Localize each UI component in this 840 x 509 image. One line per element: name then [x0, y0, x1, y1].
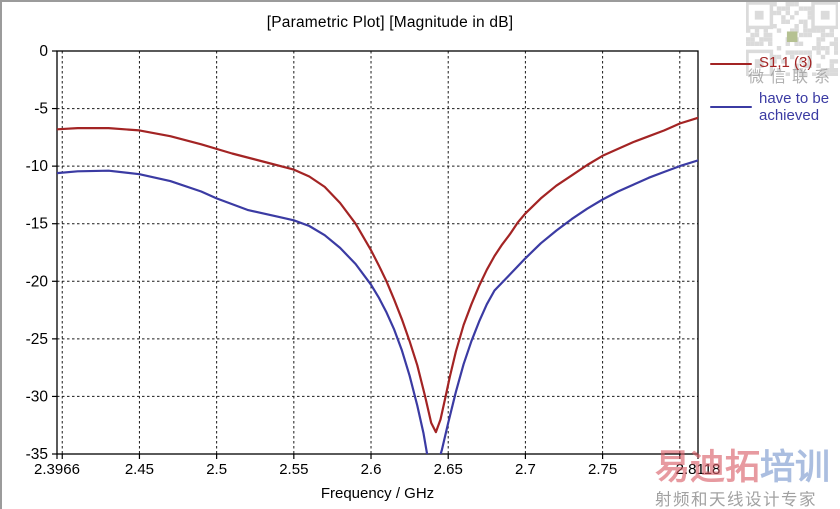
- x-tick-label: 2.45: [125, 461, 154, 478]
- legend-item-s11[interactable]: S1,1 (3): [706, 54, 840, 76]
- x-tick-label: 2.75: [588, 461, 617, 478]
- plot-border: [56, 50, 699, 455]
- y-tick-label: -35: [26, 446, 48, 463]
- series-curve-s11: [57, 116, 698, 434]
- chart-title: [Parametric Plot] [Magnitude in dB]: [266, 14, 514, 31]
- y-tick-label: -5: [34, 101, 48, 118]
- y-tick-label: 0: [39, 43, 48, 60]
- y-tick-label: -30: [26, 388, 49, 405]
- y-tick-label: -15: [26, 216, 48, 233]
- x-axis-title: Frequency / GHz: [320, 485, 435, 502]
- legend-label-s11: S1,1 (3): [759, 54, 813, 71]
- legend: S1,1 (3) have to be achieved: [706, 54, 840, 138]
- y-tick-label: -20: [26, 273, 49, 290]
- x-tick-label: 2.3966: [34, 461, 80, 478]
- x-tick-label: 2.5: [206, 461, 227, 478]
- series-curve-target: [57, 159, 698, 454]
- x-tick-label: 2.65: [434, 461, 463, 478]
- y-tick-label: -25: [26, 331, 48, 348]
- y-tick-label: -10: [26, 158, 49, 175]
- legend-label-target: have to be achieved: [759, 90, 830, 124]
- x-tick-label: 2.6: [361, 461, 382, 478]
- x-tick-label: 2.8118: [676, 461, 721, 478]
- x-tick-label: 2.55: [279, 461, 308, 478]
- red-line-swatch: [710, 63, 752, 66]
- legend-item-target[interactable]: have to be achieved: [706, 90, 840, 124]
- x-tick-label: 2.7: [515, 461, 536, 478]
- blue-line-swatch: [710, 106, 752, 109]
